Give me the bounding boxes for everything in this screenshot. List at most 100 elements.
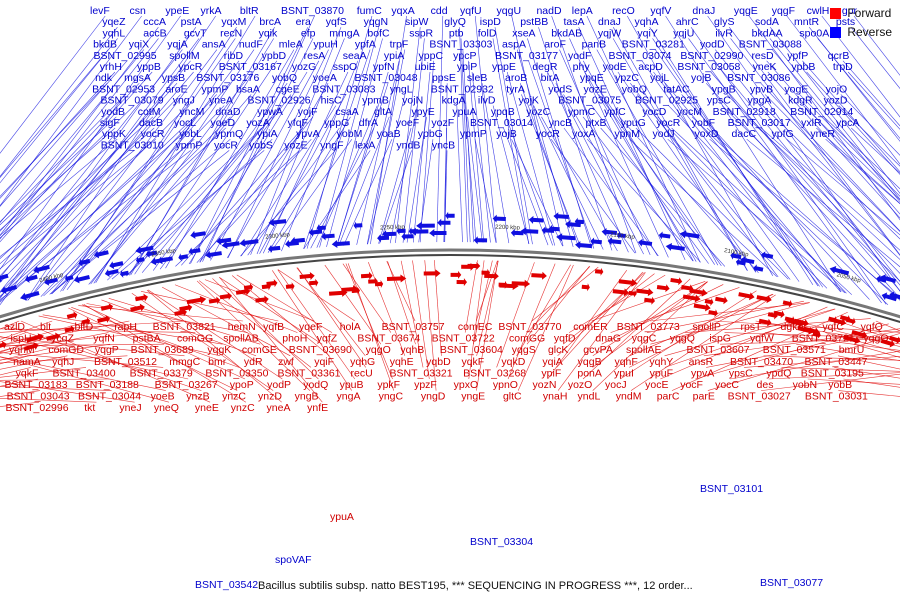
reverse-gene-leader-line — [210, 60, 320, 261]
reverse-gene-leader-line — [538, 27, 613, 251]
reverse-gene-arrow — [740, 256, 755, 265]
reverse-gene-arrow — [93, 250, 109, 259]
reverse-gene-leader-line — [715, 49, 900, 282]
forward-gene-arrow — [285, 282, 295, 291]
reverse-gene-label: sigF — [100, 117, 120, 129]
reverse-gene-leader-line — [636, 94, 791, 280]
forward-gene-leader-line — [838, 390, 900, 397]
reverse-gene-label: yocL — [174, 117, 196, 129]
forward-gene-leader-line — [664, 308, 835, 357]
forward-gene-label: yqfW — [750, 333, 774, 345]
reverse-gene-leader-line — [612, 38, 748, 271]
backbone-arc — [0, 248, 900, 324]
forward-gene-label: ispH — [11, 333, 32, 345]
reverse-gene-label: yojN — [402, 95, 423, 107]
scale-tick-label: 2050 kbp — [836, 272, 862, 284]
reverse-gene-leader-line — [128, 38, 275, 276]
reverse-gene-label: ypcP — [453, 50, 476, 62]
forward-gene-label: BSNT_03350 — [205, 367, 268, 379]
reverse-gene-label: yqxM — [221, 16, 246, 28]
forward-gene-arrow — [612, 288, 630, 297]
reverse-gene-label: bkdAB — [551, 27, 582, 39]
backbone-arc-line — [0, 248, 900, 319]
reverse-gene-label: ypfA — [355, 39, 376, 51]
reverse-gene-arrow — [0, 284, 18, 294]
reverse-gene-label: ubiE — [415, 61, 436, 73]
forward-gene-leader-line — [837, 320, 900, 343]
reverse-gene-label: ypfN — [373, 61, 395, 73]
reverse-gene-leader-line — [306, 15, 373, 249]
scale-tick-label: 2150 kbp — [610, 232, 636, 241]
reverse-gene-leader-line — [159, 94, 292, 270]
reverse-gene-arrow — [735, 258, 746, 267]
legend-reverse-label: Reverse — [847, 25, 892, 39]
forward-gene-arrow — [693, 303, 711, 312]
reverse-gene-leader-line — [825, 138, 900, 205]
reverse-gene-leader-line — [709, 138, 900, 299]
reverse-gene-arrow — [178, 253, 189, 262]
forward-gene-label: yqfB — [263, 321, 284, 333]
forward-gene-leader-line — [706, 330, 900, 368]
reverse-gene-leader-line — [494, 27, 533, 245]
reverse-gene-label: trpD — [833, 61, 853, 73]
reverse-gene-arrow — [881, 292, 898, 302]
reverse-gene-label: BSNT_03079 — [101, 95, 164, 107]
reverse-gene-leader-line — [0, 127, 116, 231]
forward-gene-leader-line — [0, 343, 67, 361]
reverse-gene-leader-line — [802, 60, 900, 173]
reverse-gene-leader-line — [0, 82, 108, 197]
reverse-gene-leader-line — [152, 83, 288, 271]
reverse-gene-label: ppsE — [432, 72, 456, 84]
reverse-gene-leader-line — [653, 71, 820, 287]
reverse-gene-label: yneA — [209, 95, 233, 107]
forward-gene-leader-line — [755, 320, 900, 345]
reverse-gene-leader-line — [547, 71, 629, 253]
reverse-gene-arrow — [553, 212, 570, 221]
reverse-gene-leader-line — [726, 94, 900, 274]
reverse-gene-arrow — [575, 241, 593, 250]
forward-gene-leader-line — [713, 320, 900, 333]
reverse-gene-arrow — [679, 230, 700, 239]
forward-gene-leader-line — [562, 273, 655, 345]
reverse-gene-label: csn — [130, 5, 147, 17]
reverse-gene-leader-line — [402, 38, 425, 243]
forward-gene-leader-line — [236, 274, 333, 333]
forward-gene-leader-line — [531, 266, 599, 322]
reverse-gene-label: ypqB — [491, 106, 515, 118]
forward-gene-label: yobB — [828, 379, 852, 391]
forward-gene-label: spollAB — [223, 333, 259, 345]
forward-gene-label: BSNT_03674 — [357, 333, 420, 345]
reverse-gene-label: BSNT_03167 — [219, 61, 282, 73]
reverse-gene-leader-line — [0, 38, 118, 184]
reverse-gene-label: mgsA — [124, 72, 151, 84]
reverse-gene-arrow — [104, 269, 119, 277]
reverse-gene-arrow — [396, 226, 406, 235]
forward-gene-label: ypvA — [691, 367, 714, 379]
forward-gene-arrow — [360, 271, 373, 280]
reverse-gene-label: ypnM — [614, 128, 640, 140]
forward-gene-label: yneJ — [119, 402, 141, 414]
forward-gene-arrow — [704, 298, 714, 306]
reverse-gene-label: BSNT_02990 — [680, 50, 743, 62]
forward-gene-arrow — [689, 288, 708, 297]
forward-gene-arrow — [756, 295, 772, 304]
reverse-gene-label: ansA — [202, 39, 226, 51]
forward-gene-leader-line — [296, 267, 366, 356]
reverse-gene-arrow — [761, 251, 774, 260]
reverse-gene-label: yogE — [784, 83, 808, 95]
reverse-gene-leader-line — [657, 116, 828, 289]
forward-gene-label: yqiA — [542, 356, 562, 368]
reverse-gene-leader-line — [467, 116, 483, 243]
reverse-gene-leader-line — [528, 60, 595, 249]
reverse-gene-arrow — [638, 238, 653, 247]
reverse-gene-leader-line — [40, 105, 225, 297]
reverse-gene-leader-line — [175, 150, 300, 267]
forward-gene-leader-line — [795, 320, 900, 347]
reverse-gene-leader-line — [406, 116, 427, 243]
reverse-gene-label: yqxA — [391, 5, 414, 17]
reverse-gene-label: spo0A — [799, 27, 829, 39]
reverse-gene-label: ptxB — [585, 117, 606, 129]
forward-gene-label: blt — [40, 321, 51, 333]
forward-gene-label: yngE — [461, 391, 485, 403]
reverse-gene-label: ypbD — [262, 50, 287, 62]
